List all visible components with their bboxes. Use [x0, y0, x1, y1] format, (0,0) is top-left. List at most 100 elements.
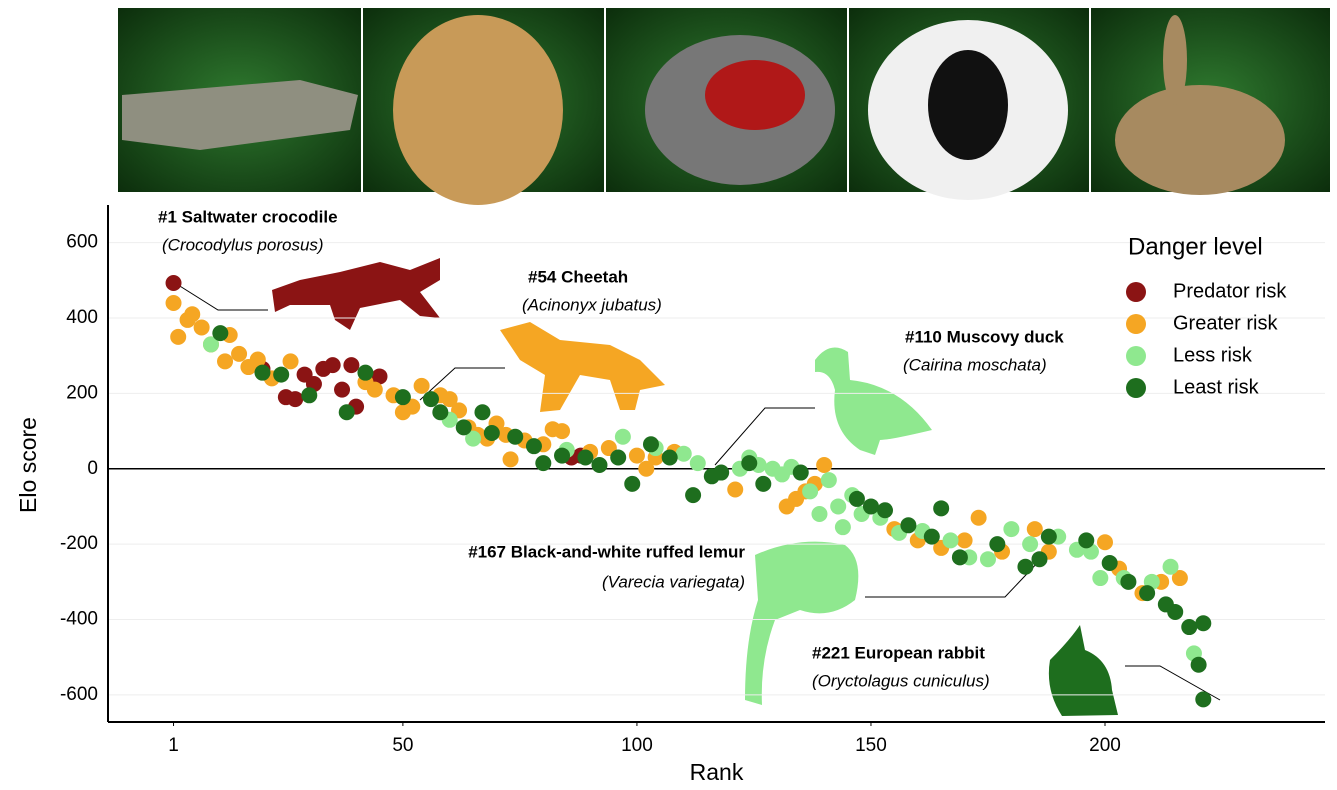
point	[1097, 534, 1114, 551]
point	[942, 532, 959, 549]
y-tick-label: -400	[60, 609, 98, 630]
point	[231, 345, 248, 362]
point	[1040, 528, 1057, 545]
leader-line	[174, 282, 268, 311]
point	[923, 528, 940, 545]
lemur-silhouette	[745, 541, 859, 705]
point	[441, 391, 458, 408]
point	[338, 404, 355, 421]
annotation-species: (Cairina moschata)	[903, 355, 1047, 374]
crocodile-silhouette	[272, 258, 440, 330]
point	[1078, 532, 1095, 549]
point	[249, 351, 266, 368]
point	[1190, 656, 1207, 673]
point	[1022, 536, 1039, 553]
photo-cheetah-shape	[393, 15, 563, 205]
rabbit-silhouette	[1048, 625, 1118, 716]
point	[184, 306, 201, 323]
photo-rabbit-ear	[1163, 15, 1187, 105]
point	[525, 438, 542, 455]
point	[394, 389, 411, 406]
point	[1181, 619, 1198, 636]
point	[1195, 615, 1212, 632]
point	[979, 551, 996, 568]
point	[1120, 573, 1137, 590]
legend-label: Less risk	[1173, 344, 1253, 366]
point	[193, 319, 210, 336]
legend-marker	[1126, 314, 1146, 334]
point	[834, 519, 851, 536]
leader-line	[865, 559, 1041, 598]
point	[165, 275, 182, 292]
annotation-title: #167 Black-and-white ruffed lemur	[468, 542, 745, 561]
photo-duck-face	[705, 60, 805, 130]
point	[614, 428, 631, 445]
point	[1171, 570, 1188, 587]
point	[554, 447, 571, 464]
point	[610, 449, 627, 466]
point	[1017, 558, 1034, 575]
point	[661, 449, 678, 466]
point	[357, 364, 374, 381]
point	[1031, 551, 1048, 568]
cheetah-silhouette	[500, 322, 665, 412]
point	[591, 457, 608, 474]
x-tick-label: 1	[168, 735, 179, 756]
leader-line	[1125, 665, 1221, 701]
point	[455, 419, 472, 436]
point	[689, 455, 706, 472]
point	[900, 517, 917, 534]
point	[507, 428, 524, 445]
point	[535, 455, 552, 472]
point	[628, 447, 645, 464]
y-tick-label: 400	[66, 307, 98, 328]
point	[956, 532, 973, 549]
leader-line	[419, 367, 505, 401]
point	[755, 475, 772, 492]
point	[366, 381, 383, 398]
legend-label: Greater risk	[1173, 312, 1278, 334]
y-tick-label: 600	[66, 232, 98, 253]
y-tick-label: 0	[87, 458, 98, 479]
point	[554, 423, 571, 440]
photo-strip	[118, 8, 1330, 205]
point	[1026, 521, 1043, 538]
point	[1003, 521, 1020, 538]
point	[877, 502, 894, 519]
point	[642, 436, 659, 453]
point	[792, 464, 809, 481]
point	[1167, 603, 1184, 620]
point	[1101, 554, 1118, 571]
point	[811, 505, 828, 522]
point	[970, 509, 987, 526]
legend-marker	[1126, 346, 1146, 366]
legend-label: Least risk	[1173, 376, 1260, 398]
point	[685, 487, 702, 504]
legend-label: Predator risk	[1173, 280, 1287, 302]
point	[301, 387, 318, 404]
point	[675, 445, 692, 462]
point	[577, 449, 594, 466]
point	[830, 498, 847, 515]
point	[273, 366, 290, 383]
annotation-species: (Acinonyx jubatus)	[522, 295, 662, 314]
point	[1162, 558, 1179, 575]
point	[165, 294, 182, 311]
y-axis-label: Elo score	[15, 417, 41, 513]
legend-marker	[1126, 378, 1146, 398]
x-tick-label: 100	[621, 735, 653, 756]
point	[727, 481, 744, 498]
point	[989, 536, 1006, 553]
annotation-title: #110 Muscovy duck	[905, 327, 1064, 346]
point	[638, 460, 655, 477]
point	[483, 424, 500, 441]
duck-silhouette	[815, 347, 932, 455]
point	[371, 368, 388, 385]
annotation-species: (Crocodylus porosus)	[162, 235, 324, 254]
point	[334, 381, 351, 398]
point	[324, 357, 341, 374]
point	[862, 498, 879, 515]
y-tick-label: -600	[60, 684, 98, 705]
point	[474, 404, 491, 421]
